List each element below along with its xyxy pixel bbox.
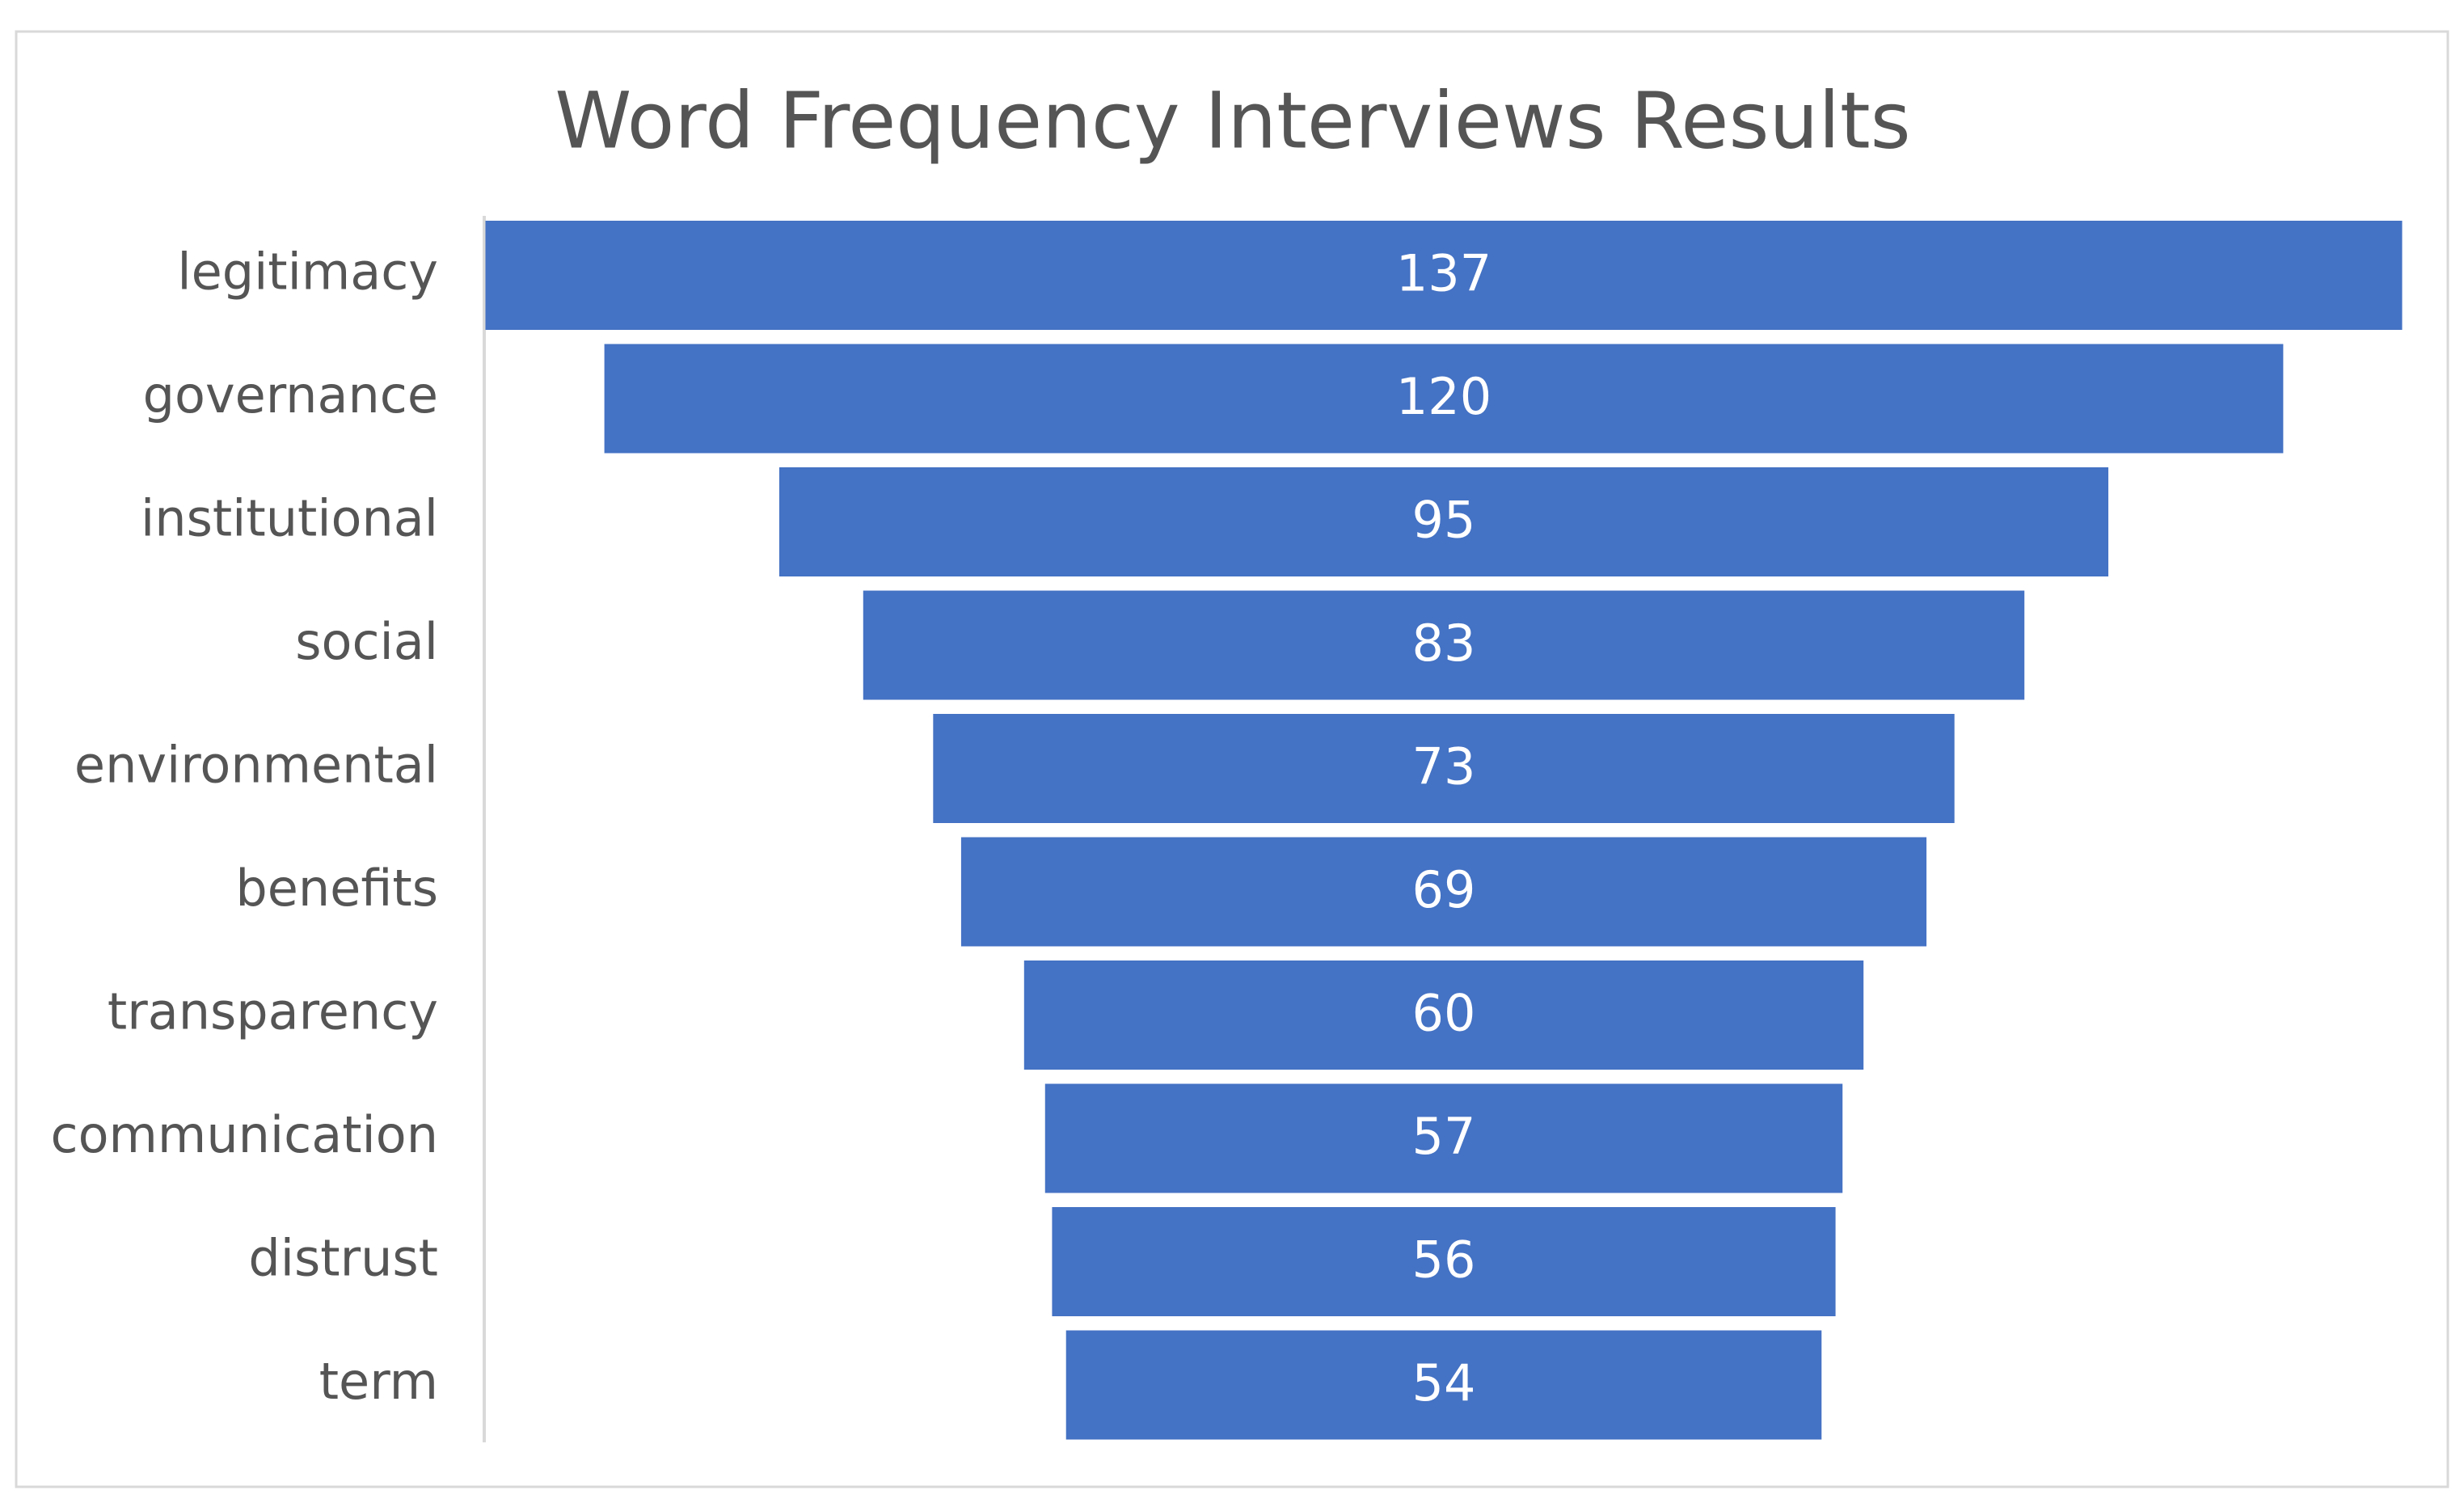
funnel-bar xyxy=(960,837,1927,947)
data-label: 73 xyxy=(1412,737,1476,796)
funnel-bar xyxy=(485,221,2403,330)
funnel-bar xyxy=(1044,1083,1843,1193)
category-label: governance xyxy=(143,365,438,424)
funnel-bar xyxy=(604,344,2284,454)
data-label: 60 xyxy=(1412,984,1476,1043)
category-label: environmental xyxy=(74,736,438,795)
funnel-bar xyxy=(933,714,1955,823)
funnel-bar xyxy=(1023,960,1864,1070)
category-label: benefits xyxy=(235,859,438,918)
funnel-bar xyxy=(1052,1207,1836,1316)
chart-title: Word Frequency Interviews Results xyxy=(555,75,1910,166)
data-label: 57 xyxy=(1412,1107,1476,1166)
category-label: social xyxy=(295,612,438,671)
category-label: communication xyxy=(51,1105,438,1164)
data-label: 137 xyxy=(1396,244,1491,303)
data-label: 54 xyxy=(1412,1353,1476,1412)
data-label: 56 xyxy=(1412,1231,1476,1290)
category-label: institutional xyxy=(141,489,438,548)
funnel-bar xyxy=(778,467,2109,576)
category-label: distrust xyxy=(248,1229,438,1288)
category-label: term xyxy=(319,1352,438,1411)
category-label: transparency xyxy=(108,982,438,1041)
data-label: 120 xyxy=(1396,367,1491,426)
category-label: legitimacy xyxy=(177,243,438,302)
data-label: 83 xyxy=(1412,614,1476,673)
funnel-bar xyxy=(1065,1330,1822,1440)
data-label: 69 xyxy=(1412,860,1476,919)
data-label: 95 xyxy=(1412,491,1476,550)
funnel-bar xyxy=(863,590,2025,700)
